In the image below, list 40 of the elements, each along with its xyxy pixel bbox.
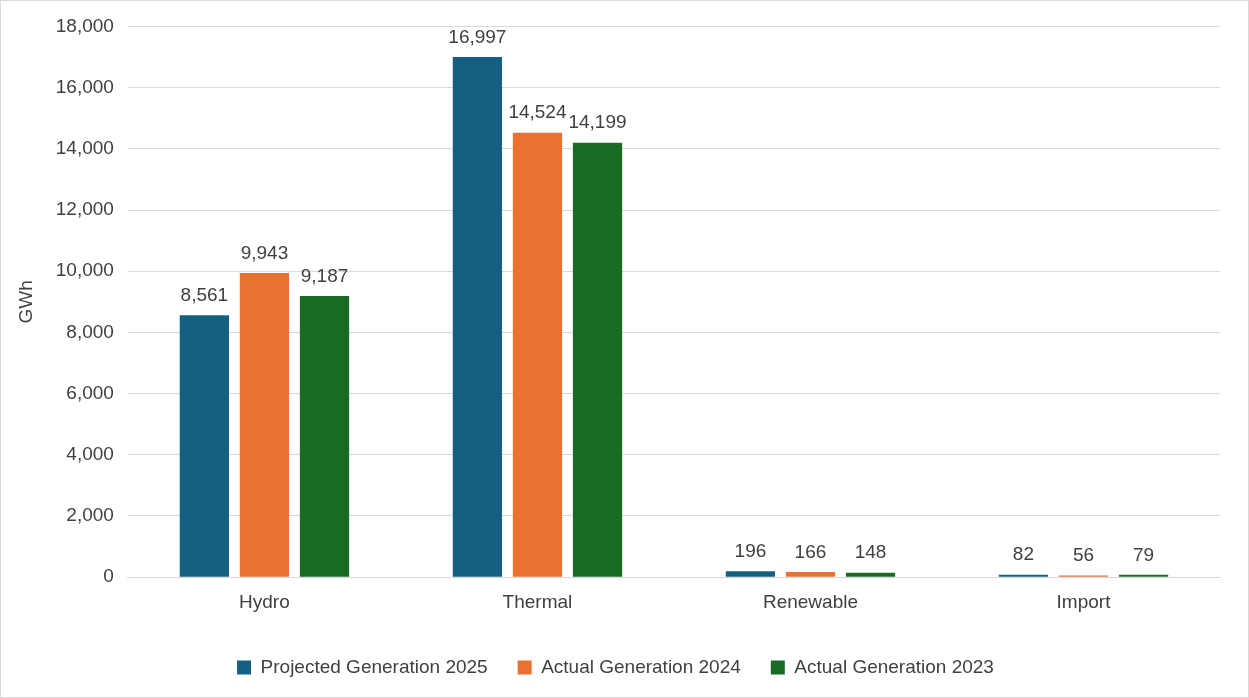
x-tick-label: Thermal — [502, 590, 573, 612]
bar — [785, 572, 836, 577]
x-tick-label: Hydro — [239, 590, 290, 612]
data-label: 9,943 — [240, 241, 289, 263]
bar — [299, 296, 350, 577]
data-label: 14,199 — [568, 111, 627, 133]
data-label: 56 — [1072, 544, 1095, 566]
legend-label: Projected Generation 2025 — [260, 655, 488, 677]
bar — [725, 571, 776, 577]
y-tick-label: 4,000 — [66, 443, 114, 465]
y-tick-label: 14,000 — [55, 137, 114, 159]
y-tick-label: 0 — [103, 565, 114, 587]
data-label: 148 — [854, 541, 887, 563]
bar — [572, 142, 623, 577]
bar — [239, 272, 290, 577]
y-axis-title: GWh — [14, 280, 36, 324]
bar — [998, 574, 1049, 577]
y-tick-label: 10,000 — [55, 259, 114, 281]
data-label: 82 — [1012, 543, 1034, 565]
data-label: 16,997 — [448, 25, 507, 47]
y-tick-label: 8,000 — [66, 320, 114, 342]
x-tick-label: Renewable — [762, 590, 859, 612]
y-tick-label: 16,000 — [55, 75, 114, 97]
y-tick-label: 12,000 — [55, 198, 114, 220]
data-label: 79 — [1132, 543, 1155, 565]
legend-label: Actual Generation 2023 — [794, 655, 994, 677]
legend-label: Actual Generation 2024 — [541, 655, 742, 677]
data-label: 8,561 — [180, 283, 229, 305]
x-tick-label: Import — [1056, 590, 1112, 612]
y-tick-label: 18,000 — [55, 14, 114, 36]
bar — [452, 57, 503, 577]
bar — [512, 132, 563, 577]
y-tick-label: 2,000 — [66, 504, 114, 526]
bar — [179, 315, 229, 577]
data-label: 9,187 — [300, 264, 349, 286]
y-tick-label: 6,000 — [66, 381, 114, 403]
bar — [845, 572, 896, 577]
data-label: 14,524 — [508, 101, 567, 123]
data-label: 166 — [794, 540, 827, 562]
data-label: 196 — [734, 539, 767, 561]
